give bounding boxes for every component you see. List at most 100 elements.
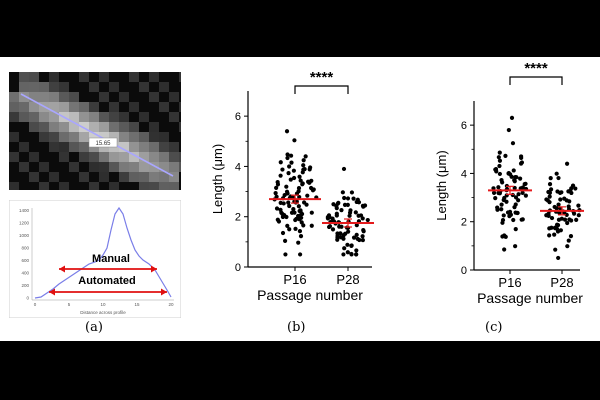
- image-pixel: [99, 92, 109, 102]
- data-point: [286, 200, 291, 205]
- data-point: [335, 235, 340, 240]
- data-point: [493, 195, 498, 201]
- data-point: [516, 192, 521, 197]
- data-point: [341, 232, 346, 238]
- image-pixel: [159, 82, 169, 92]
- profile-plot: 1400 1200 1000 800 600 400 200 0 0 5 10 15 20 Manua…: [9, 200, 181, 318]
- data-point: [520, 190, 525, 195]
- data-point: [562, 217, 568, 222]
- image-pixel: [109, 182, 119, 190]
- data-point: [507, 209, 513, 214]
- image-pixel: [59, 92, 69, 102]
- data-point: [292, 138, 297, 143]
- image-pixel: [49, 92, 59, 102]
- data-point: [365, 217, 370, 223]
- data-point: [556, 202, 561, 207]
- data-point: [503, 153, 508, 158]
- data-point: [349, 252, 354, 257]
- image-pixel: [79, 172, 89, 182]
- profile-xlabel: Distance across profile: [80, 310, 126, 315]
- y-tick-label: 2: [235, 212, 241, 224]
- image-pixel: [69, 162, 79, 172]
- image-pixel: [149, 172, 159, 182]
- data-point: [298, 178, 303, 183]
- data-point: [285, 223, 290, 228]
- image-pixel: [89, 182, 99, 190]
- image-pixel: [59, 102, 69, 112]
- image-pixel: [19, 162, 29, 172]
- image-pixel: [49, 142, 59, 152]
- profile-xtick: 10: [100, 302, 106, 307]
- image-pixel: [39, 122, 49, 132]
- data-point: [301, 158, 306, 163]
- data-point: [497, 150, 502, 155]
- image-pixel: [79, 132, 89, 142]
- data-point: [297, 174, 302, 179]
- image-pixel: [89, 162, 99, 172]
- data-point: [355, 236, 360, 242]
- image-pixel: [49, 102, 59, 112]
- profile-ytick: 600: [21, 258, 29, 263]
- image-pixel: [49, 82, 59, 92]
- image-pixel: [89, 82, 99, 92]
- image-pixel: [9, 112, 19, 122]
- data-point: [297, 217, 302, 222]
- image-pixel: [129, 152, 139, 162]
- data-point: [516, 198, 521, 203]
- x-tick-label: P28: [550, 275, 573, 290]
- profile-ytick: 1200: [19, 221, 30, 226]
- caption-a: (a): [85, 320, 103, 335]
- data-point: [284, 189, 290, 194]
- panel-a: 15.65 1400 1200 1000 800 600 400 200 0 0 5 10 15 20…: [0, 57, 200, 341]
- image-pixel: [99, 122, 109, 132]
- image-pixel: [179, 122, 181, 132]
- data-point: [349, 243, 354, 248]
- data-point: [544, 197, 549, 202]
- image-pixel: [109, 152, 119, 162]
- x-tick-label: P16: [283, 272, 306, 287]
- profile-ytick: 200: [21, 283, 29, 288]
- image-pixel: [69, 102, 79, 112]
- data-point: [349, 190, 355, 195]
- data-point: [298, 233, 304, 239]
- data-point: [351, 235, 357, 240]
- data-point: [309, 223, 314, 228]
- profile-curve: [34, 206, 172, 299]
- data-point: [507, 214, 512, 219]
- y-tick-label: 4: [235, 161, 241, 173]
- image-pixel: [19, 82, 29, 92]
- data-point: [506, 127, 511, 133]
- data-point: [288, 177, 293, 182]
- data-point: [497, 158, 503, 163]
- data-point: [566, 238, 571, 243]
- data-point: [497, 163, 502, 169]
- data-point: [280, 167, 285, 172]
- data-point: [346, 229, 351, 234]
- data-point: [330, 227, 336, 232]
- data-point: [568, 234, 574, 239]
- image-pixel: [149, 132, 159, 142]
- profile-xtick: 20: [168, 302, 174, 307]
- image-pixel: [39, 132, 49, 142]
- data-point: [512, 178, 517, 183]
- image-pixel: [99, 72, 109, 82]
- image-pixel: [99, 132, 109, 142]
- data-point: [298, 252, 303, 257]
- data-point: [501, 213, 506, 218]
- y-axis-label: Length (μm): [434, 150, 449, 220]
- image-pixel: [109, 162, 119, 172]
- data-point: [499, 207, 504, 212]
- data-point: [518, 176, 523, 181]
- data-point: [576, 203, 581, 208]
- x-tick-label: P28: [336, 272, 359, 287]
- profile-xtick: 0: [34, 302, 37, 307]
- data-point: [278, 173, 283, 178]
- image-pixel: [119, 112, 129, 122]
- data-point: [565, 244, 570, 249]
- data-point: [300, 182, 305, 187]
- image-pixel: [119, 142, 129, 152]
- image-pixel: [139, 132, 149, 142]
- data-point: [362, 203, 368, 208]
- image-pixel: [139, 162, 149, 172]
